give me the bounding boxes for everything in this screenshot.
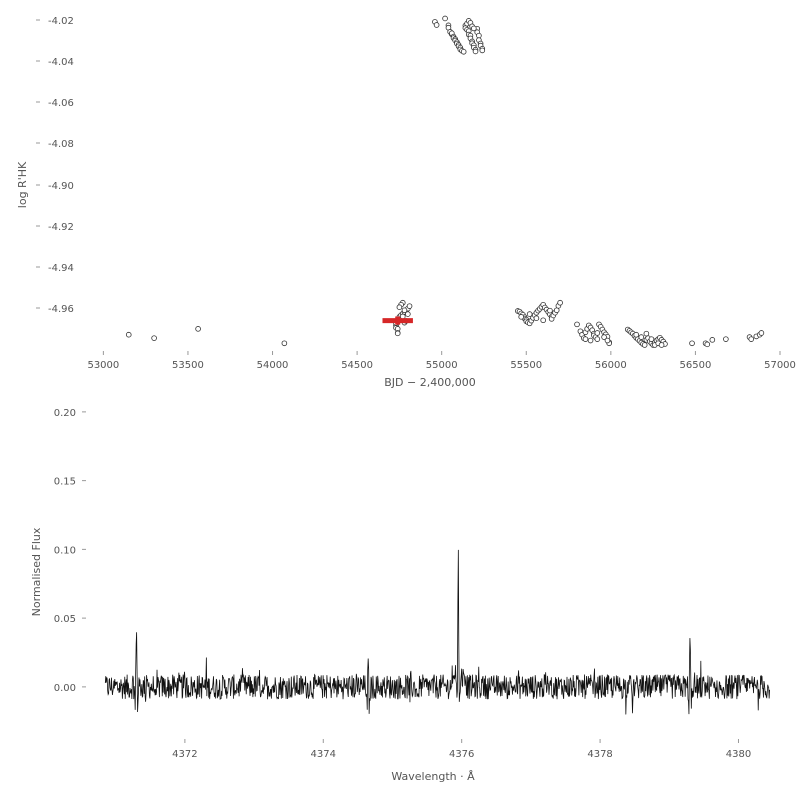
data-point xyxy=(601,334,607,340)
data-point xyxy=(758,330,765,336)
spectrum-y-axis-label: Normalised Flux xyxy=(30,527,43,616)
data-point xyxy=(658,342,665,348)
data-point xyxy=(594,330,601,336)
data-point xyxy=(587,337,594,344)
data-point xyxy=(638,334,645,340)
data-point xyxy=(518,314,524,320)
data-point xyxy=(648,336,655,342)
light-curve-x-tick-label: 56000 xyxy=(595,360,627,371)
spectrum-y-tick-label: 0.10 xyxy=(54,545,76,556)
data-point xyxy=(547,307,553,314)
light-curve-x-tick-label: 54000 xyxy=(257,360,289,371)
light-curve-y-tick-label: -4.06 xyxy=(48,98,74,109)
spectrum-x-axis-label: Wavelength · Å xyxy=(391,770,475,783)
light-curve-x-tick-label: 55000 xyxy=(426,360,458,371)
spectrum-line xyxy=(104,549,771,715)
light-curve-y-tick-label: -4.02 xyxy=(48,16,74,27)
spectrum-x-tick-label: 4376 xyxy=(449,749,474,760)
light-curve-y-tick-label: -4.94 xyxy=(48,263,74,274)
data-point xyxy=(704,341,711,348)
light-curve-y-tick-label: -4.08 xyxy=(48,139,74,150)
data-point xyxy=(125,331,132,338)
data-point xyxy=(401,307,408,314)
light-curve-x-tick-label: 56500 xyxy=(680,360,712,371)
data-point xyxy=(641,342,648,348)
spectrum-x-tick-label: 4380 xyxy=(726,749,751,760)
data-point xyxy=(151,335,157,341)
data-point xyxy=(557,299,563,306)
light-curve-x-tick-label: 54500 xyxy=(341,360,373,371)
data-point xyxy=(195,326,201,332)
data-point xyxy=(633,331,640,338)
spectrum-y-tick-label: 0.15 xyxy=(54,477,76,488)
data-point xyxy=(574,321,580,328)
light-curve-x-tick-label: 53000 xyxy=(87,360,119,371)
data-point xyxy=(396,304,403,310)
data-point xyxy=(405,311,411,317)
spectrum-y-tick-label: 0.00 xyxy=(54,683,76,694)
light-curve-y-tick-label: -4.96 xyxy=(48,304,74,315)
data-point xyxy=(281,340,288,347)
data-point xyxy=(748,336,755,342)
data-point xyxy=(582,336,589,342)
data-point xyxy=(533,315,540,321)
spectrum-y-tick-label: 0.05 xyxy=(54,614,76,625)
data-point xyxy=(394,330,401,337)
spectrum-x-tick-label: 4372 xyxy=(172,749,197,760)
light-curve-x-tick-label: 57000 xyxy=(764,360,796,371)
data-point xyxy=(406,303,413,309)
light-curve-points xyxy=(125,15,765,348)
data-point xyxy=(604,337,611,344)
light-curve-x-axis-label: BJD − 2,400,000 xyxy=(384,376,475,389)
spectrum-panel: 4372 4374 4376 4378 4380 0.00 0.05 0.10 0.15 0.20… xyxy=(30,408,771,783)
data-point xyxy=(594,336,601,342)
data-point xyxy=(540,317,546,324)
light-curve-y-tick-label: -4.04 xyxy=(48,57,74,68)
light-curve-y-tick-label: -4.92 xyxy=(48,222,74,233)
highlight-errorbar xyxy=(382,316,413,325)
spectrum-x-tick-label: 4374 xyxy=(311,749,336,760)
data-point xyxy=(472,48,479,55)
data-point xyxy=(479,47,486,54)
data-point xyxy=(689,340,695,347)
data-point xyxy=(471,25,477,32)
light-curve-y-tick-label: -4.90 xyxy=(48,181,74,192)
data-point xyxy=(709,337,716,343)
spectrum-y-tick-label: 0.20 xyxy=(54,408,76,419)
light-curve-x-tick-label: 55500 xyxy=(510,360,542,371)
spectrum-x-tick-label: 4378 xyxy=(587,749,612,760)
data-point xyxy=(723,336,729,342)
data-point xyxy=(460,48,467,55)
data-point xyxy=(643,330,650,337)
spectrum-axes: 4372 4374 4376 4378 4380 0.00 0.05 0.10 0.15 0.20 xyxy=(54,408,751,760)
data-point xyxy=(442,15,448,22)
data-point xyxy=(526,311,533,317)
light-curve-x-tick-label: 53500 xyxy=(172,360,204,371)
light-curve-panel: 53000 53500 54000 54500 55000 55500 56000 56500… xyxy=(16,15,796,389)
light-curve-y-axis-label: log R'HK xyxy=(16,161,29,208)
data-point xyxy=(433,22,440,28)
light-curve-axes: 53000 53500 54000 54500 55000 55500 56000 56500… xyxy=(36,16,796,371)
